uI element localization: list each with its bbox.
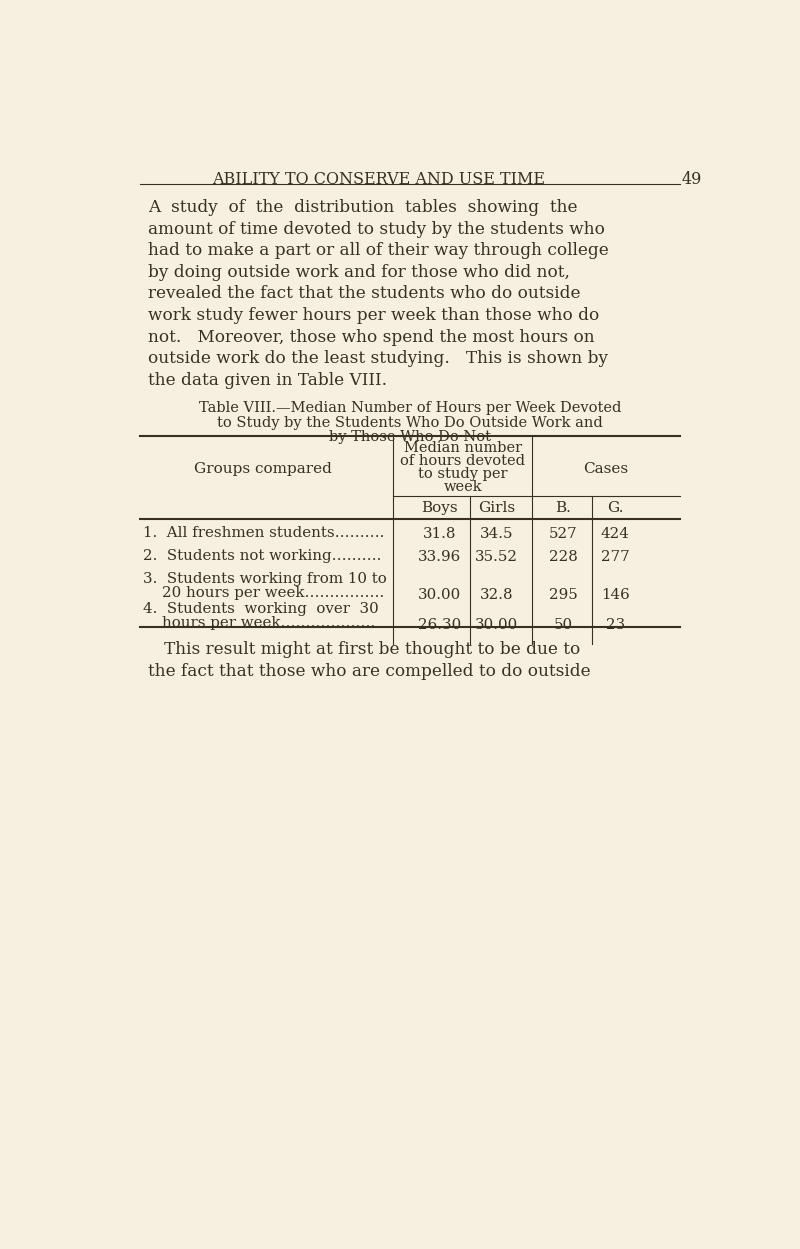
Text: amount of time devoted to study by the students who: amount of time devoted to study by the s… bbox=[148, 221, 605, 237]
Text: 26.30: 26.30 bbox=[418, 618, 461, 632]
Text: A  study  of  the  distribution  tables  showing  the: A study of the distribution tables showi… bbox=[148, 199, 578, 216]
Text: 146: 146 bbox=[601, 588, 630, 602]
Text: 30.00: 30.00 bbox=[475, 618, 518, 632]
Text: by Those Who Do Not: by Those Who Do Not bbox=[329, 430, 491, 445]
Text: 32.8: 32.8 bbox=[480, 588, 514, 602]
Text: Girls: Girls bbox=[478, 501, 515, 515]
Text: Groups compared: Groups compared bbox=[194, 462, 332, 476]
Text: 33.96: 33.96 bbox=[418, 551, 461, 565]
Text: 50: 50 bbox=[554, 618, 573, 632]
Text: of hours devoted: of hours devoted bbox=[400, 455, 526, 468]
Text: Table VIII.—Median Number of Hours per Week Devoted: Table VIII.—Median Number of Hours per W… bbox=[199, 401, 621, 415]
Text: 4.  Students  working  over  30: 4. Students working over 30 bbox=[143, 602, 379, 616]
Text: to study per: to study per bbox=[418, 467, 507, 481]
Text: B.: B. bbox=[555, 501, 571, 515]
Text: 295: 295 bbox=[549, 588, 578, 602]
Text: not.   Moreover, those who spend the most hours on: not. Moreover, those who spend the most … bbox=[148, 328, 594, 346]
Text: ABILITY TO CONSERVE AND USE TIME: ABILITY TO CONSERVE AND USE TIME bbox=[213, 171, 546, 187]
Text: revealed the fact that the students who do outside: revealed the fact that the students who … bbox=[148, 286, 581, 302]
Text: 2.  Students not working……….: 2. Students not working………. bbox=[143, 548, 382, 563]
Text: This result might at first be thought to be due to: This result might at first be thought to… bbox=[148, 641, 580, 658]
Text: 49: 49 bbox=[682, 171, 702, 187]
Text: 277: 277 bbox=[601, 551, 630, 565]
Text: hours per week……………….: hours per week………………. bbox=[143, 617, 376, 631]
Text: to Study by the Students Who Do Outside Work and: to Study by the Students Who Do Outside … bbox=[217, 416, 603, 430]
Text: 228: 228 bbox=[549, 551, 578, 565]
Text: 527: 527 bbox=[549, 527, 578, 541]
Text: had to make a part or all of their way through college: had to make a part or all of their way t… bbox=[148, 242, 609, 260]
Text: work study fewer hours per week than those who do: work study fewer hours per week than tho… bbox=[148, 307, 599, 323]
Text: 1.  All freshmen students……….: 1. All freshmen students………. bbox=[143, 526, 385, 540]
Text: 34.5: 34.5 bbox=[480, 527, 514, 541]
Text: the fact that those who are compelled to do outside: the fact that those who are compelled to… bbox=[148, 663, 590, 679]
Text: the data given in Table VIII.: the data given in Table VIII. bbox=[148, 372, 387, 388]
Text: Boys: Boys bbox=[421, 501, 458, 515]
Text: 30.00: 30.00 bbox=[418, 588, 461, 602]
Text: outside work do the least studying.   This is shown by: outside work do the least studying. This… bbox=[148, 350, 608, 367]
Text: 424: 424 bbox=[601, 527, 630, 541]
Text: 35.52: 35.52 bbox=[475, 551, 518, 565]
Text: by doing outside work and for those who did not,: by doing outside work and for those who … bbox=[148, 264, 570, 281]
Text: 3.  Students working from 10 to: 3. Students working from 10 to bbox=[143, 572, 387, 586]
Text: week: week bbox=[443, 480, 482, 495]
Text: Cases: Cases bbox=[583, 462, 629, 476]
Text: 31.8: 31.8 bbox=[422, 527, 456, 541]
Text: 20 hours per week…………….: 20 hours per week……………. bbox=[143, 587, 385, 601]
Text: Median number: Median number bbox=[404, 441, 522, 455]
Text: G.: G. bbox=[607, 501, 624, 515]
Text: 23: 23 bbox=[606, 618, 625, 632]
